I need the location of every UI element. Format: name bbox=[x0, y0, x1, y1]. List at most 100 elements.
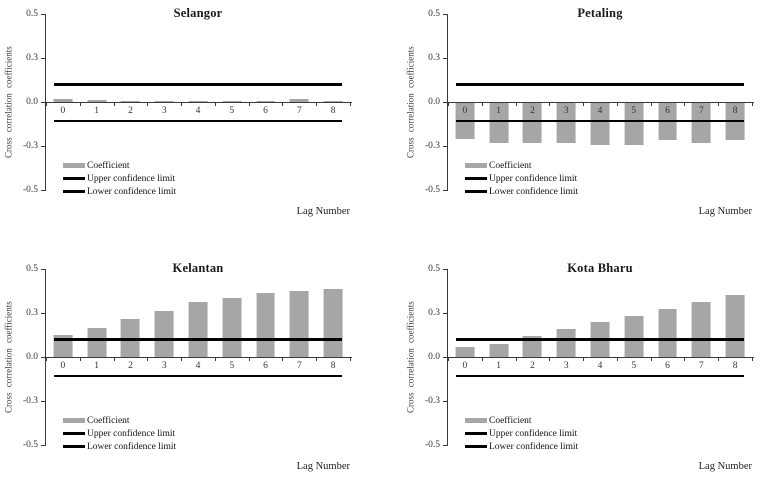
coefficient-bar bbox=[256, 100, 275, 102]
x-tick bbox=[718, 102, 720, 106]
chart-panel-selangor: Cross correlation coefficients Selangor … bbox=[0, 0, 384, 242]
line-swatch-icon bbox=[465, 432, 487, 435]
y-tick-label: -0.5 bbox=[424, 185, 440, 195]
x-tick bbox=[515, 102, 517, 106]
x-tick bbox=[752, 102, 753, 106]
chart-panel-kota-bharu: Cross correlation coefficients Kota Bhar… bbox=[384, 242, 768, 483]
legend-label: Lower confidence limit bbox=[489, 441, 579, 452]
coefficient-bar bbox=[188, 302, 208, 357]
lag-label: 7 bbox=[698, 361, 704, 371]
coefficient-bar bbox=[188, 100, 208, 102]
chart-title: Kota Bharu bbox=[567, 261, 633, 275]
x-tick bbox=[113, 357, 115, 361]
upper-confidence-line bbox=[53, 338, 343, 341]
lag-label: 4 bbox=[195, 361, 201, 371]
lag-label: 2 bbox=[128, 106, 133, 116]
upper-confidence-line bbox=[53, 83, 343, 86]
coefficient-bar bbox=[87, 327, 107, 357]
y-tick bbox=[41, 356, 45, 358]
lag-label: 4 bbox=[195, 106, 201, 116]
x-tick bbox=[282, 357, 284, 361]
y-tick-label: -0.5 bbox=[22, 440, 38, 450]
x-tick bbox=[79, 357, 81, 361]
bar-swatch-icon bbox=[63, 418, 85, 423]
x-axis-line bbox=[45, 101, 352, 103]
x-tick bbox=[350, 357, 351, 361]
x-tick bbox=[448, 102, 449, 106]
coefficient-bar bbox=[455, 346, 475, 357]
x-tick bbox=[448, 357, 449, 361]
legend-row: Lower confidence limit bbox=[63, 440, 176, 453]
bar-swatch-icon bbox=[63, 163, 85, 168]
y-tick-label: 0.0 bbox=[26, 352, 38, 362]
chart-panel-kelantan: Cross correlation coefficients Kelantan … bbox=[0, 242, 384, 483]
coefficient-bar bbox=[624, 315, 644, 357]
legend-label: Upper confidence limit bbox=[489, 173, 578, 184]
y-tick-label: -0.5 bbox=[22, 185, 38, 195]
line-swatch-icon bbox=[63, 177, 85, 180]
coefficient-bar bbox=[222, 100, 242, 102]
x-tick bbox=[650, 357, 652, 361]
lower-confidence-line bbox=[53, 374, 343, 378]
x-tick bbox=[752, 357, 753, 361]
legend-label: Upper confidence limit bbox=[87, 173, 176, 184]
x-tick bbox=[616, 102, 618, 106]
lag-label: 3 bbox=[563, 106, 569, 116]
x-tick bbox=[214, 357, 216, 361]
y-tick-label: 0.3 bbox=[428, 308, 440, 318]
coefficient-bar bbox=[523, 336, 542, 357]
lag-label: 1 bbox=[94, 361, 100, 371]
y-tick-label: -0.3 bbox=[424, 141, 440, 151]
y-tick-label: 0.3 bbox=[428, 53, 440, 63]
coefficient-bar bbox=[691, 102, 711, 144]
coefficient-bar bbox=[323, 288, 343, 357]
x-tick bbox=[616, 357, 618, 361]
x-tick bbox=[350, 102, 351, 106]
y-tick-label: 0.0 bbox=[26, 97, 38, 107]
chart-title: Petaling bbox=[577, 6, 623, 20]
lag-label: 2 bbox=[128, 361, 133, 371]
x-tick bbox=[282, 102, 284, 106]
legend-row: Upper confidence limit bbox=[63, 172, 176, 185]
coefficient-bar bbox=[624, 102, 644, 145]
coefficient-bar bbox=[590, 102, 610, 145]
y-tick-label: 0.5 bbox=[428, 264, 440, 274]
x-tick bbox=[718, 357, 720, 361]
lag-label: 6 bbox=[665, 106, 670, 116]
lag-label: 5 bbox=[229, 361, 235, 371]
coefficient-bar bbox=[121, 318, 140, 357]
legend-label: Coefficient bbox=[87, 415, 130, 426]
lag-label: 1 bbox=[496, 106, 502, 116]
x-tick bbox=[684, 102, 686, 106]
chart-panel-inner: Cross correlation coefficients Kota Bhar… bbox=[402, 255, 768, 496]
legend: Coefficient Upper confidence limit Lower c… bbox=[465, 414, 578, 453]
lag-label: 8 bbox=[330, 106, 336, 116]
x-axis-title: Lag Number bbox=[698, 206, 752, 217]
upper-confidence-line bbox=[455, 83, 745, 86]
plot-area: Coefficient Upper confidence limit Lower c… bbox=[425, 264, 754, 452]
lag-label: 2 bbox=[530, 106, 535, 116]
y-tick bbox=[41, 101, 45, 103]
y-tick bbox=[41, 57, 45, 59]
x-axis-line bbox=[447, 101, 754, 103]
legend-label: Upper confidence limit bbox=[87, 428, 176, 439]
y-tick bbox=[443, 444, 447, 446]
y-tick bbox=[443, 268, 447, 270]
lag-label: 7 bbox=[296, 361, 302, 371]
coefficient-bar bbox=[556, 329, 576, 357]
y-tick bbox=[443, 57, 447, 59]
coefficient-bar bbox=[154, 310, 174, 357]
x-axis-line bbox=[45, 356, 352, 358]
y-tick bbox=[443, 400, 447, 402]
x-tick bbox=[113, 102, 115, 106]
coefficient-bar bbox=[289, 99, 309, 102]
legend-row: Upper confidence limit bbox=[465, 427, 578, 440]
legend-label: Lower confidence limit bbox=[87, 186, 177, 197]
legend: Coefficient Upper confidence limit Lower c… bbox=[465, 159, 578, 198]
x-tick bbox=[684, 357, 686, 361]
y-tick bbox=[443, 189, 447, 191]
coefficient-bar bbox=[323, 100, 343, 102]
coefficient-bar bbox=[53, 99, 73, 102]
lower-confidence-line bbox=[53, 119, 343, 123]
coefficient-bar bbox=[87, 99, 107, 102]
